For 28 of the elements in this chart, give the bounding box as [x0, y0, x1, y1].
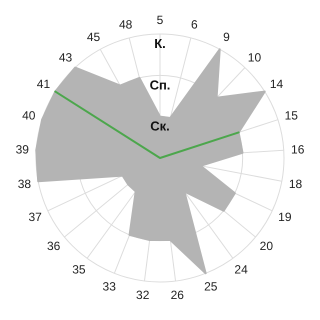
spoke-label: 6 [190, 17, 198, 32]
spoke-label: 40 [22, 108, 36, 122]
spoke-label: 36 [46, 238, 61, 253]
spoke-label: 10 [248, 50, 262, 64]
spoke-label: 45 [86, 30, 101, 44]
spoke-label: 25 [204, 279, 218, 294]
spoke-label: 19 [278, 210, 292, 224]
spoke-label: 16 [291, 142, 305, 156]
spoke-label: 38 [18, 176, 32, 191]
spoke-label: 43 [58, 50, 73, 64]
spoke-label: 48 [119, 17, 133, 32]
spoke-label: 24 [234, 262, 248, 277]
y-tick-label: Сп. [150, 77, 170, 92]
spoke-label: 35 [72, 262, 86, 277]
spoke-label: 32 [136, 288, 150, 302]
spoke-label: 9 [223, 30, 230, 44]
spoke-label: 18 [288, 176, 303, 191]
spoke-label: 20 [260, 238, 274, 253]
spoke-label: 5 [156, 13, 164, 27]
spoke-label: 26 [170, 288, 184, 302]
y-tick-label: К. [154, 36, 166, 51]
spoke-label: 14 [270, 77, 284, 92]
spoke-label: 37 [28, 210, 42, 224]
spoke-label: 41 [36, 77, 50, 92]
spoke-label: 15 [284, 108, 298, 122]
spoke-label: 33 [102, 279, 116, 294]
y-tick-label: Ск. [150, 118, 170, 134]
spoke-label: 39 [16, 142, 30, 156]
